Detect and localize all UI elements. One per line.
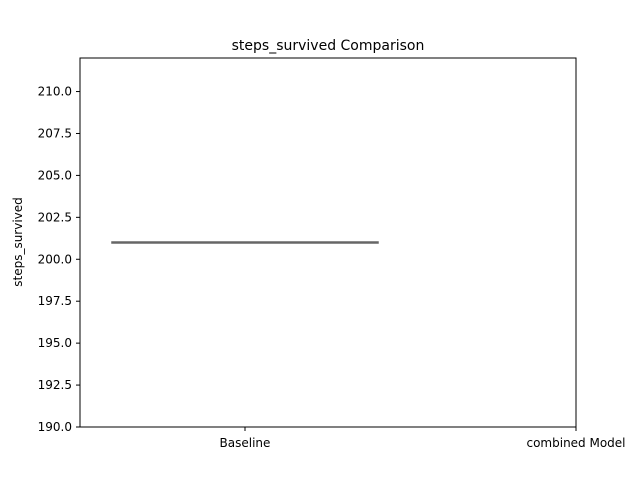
chart-title: steps_survived Comparison: [232, 38, 425, 54]
y-axis-label: steps_survived: [11, 197, 25, 287]
y-tick-label: 202.5: [38, 210, 72, 224]
plot-area: 190.0 192.5 195.0 197.5 200.0 202.5 205.0 207.5…: [38, 85, 626, 450]
x-tick-label: combined Model: [526, 436, 625, 450]
y-tick-label: 207.5: [38, 126, 72, 140]
y-tick-label: 210.0: [38, 85, 72, 99]
y-tick-label: 205.0: [38, 168, 72, 182]
y-tick-label: 192.5: [38, 378, 72, 392]
plot-frame: [79, 57, 577, 428]
y-tick-label: 195.0: [38, 336, 72, 350]
y-tick-label: 200.0: [38, 252, 72, 266]
y-tick-label: 190.0: [38, 420, 72, 434]
x-tick-label: Baseline: [220, 436, 271, 450]
y-tick-label: 197.5: [38, 294, 72, 308]
